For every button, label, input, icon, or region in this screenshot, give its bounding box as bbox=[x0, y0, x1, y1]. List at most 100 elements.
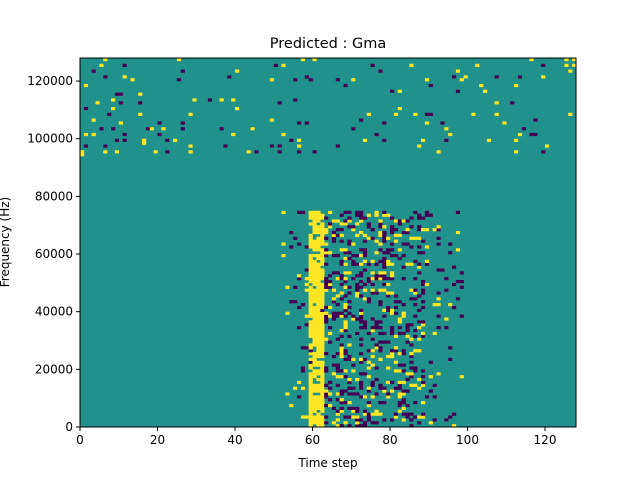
heatmap-cell bbox=[316, 320, 321, 324]
heatmap-cell bbox=[335, 314, 340, 318]
heatmap-cell bbox=[533, 132, 538, 137]
heatmap-cell bbox=[355, 421, 360, 425]
heatmap-cell bbox=[401, 219, 406, 223]
x-tick-label: 40 bbox=[227, 433, 242, 447]
heatmap-cell bbox=[324, 317, 329, 321]
heatmap-cell bbox=[180, 69, 185, 73]
heatmap-cell bbox=[343, 369, 348, 373]
heatmap-cell bbox=[320, 303, 325, 307]
heatmap-cell bbox=[324, 337, 329, 341]
heatmap-cell bbox=[343, 279, 348, 284]
heatmap-cell bbox=[393, 112, 399, 116]
heatmap-cell bbox=[308, 288, 313, 292]
heatmap-cell bbox=[409, 372, 414, 376]
heatmap-cell bbox=[436, 242, 441, 246]
heatmap-cell bbox=[378, 69, 383, 73]
heatmap-cell bbox=[355, 377, 360, 382]
heatmap-cell bbox=[393, 294, 399, 298]
heatmap-cell bbox=[370, 282, 375, 287]
heatmap-cell bbox=[421, 291, 426, 295]
heatmap-cell bbox=[409, 288, 414, 292]
heatmap-cell bbox=[417, 236, 422, 240]
heatmap-cell bbox=[359, 210, 364, 214]
heatmap-cell bbox=[308, 320, 313, 324]
heatmap-cell bbox=[355, 274, 360, 278]
heatmap-cell bbox=[390, 380, 395, 385]
heatmap-cell bbox=[421, 412, 426, 416]
heatmap-cell bbox=[312, 242, 317, 246]
heatmap-cell bbox=[351, 409, 356, 413]
heatmap-cell bbox=[343, 314, 348, 318]
heatmap-cell bbox=[436, 268, 441, 272]
heatmap-cell bbox=[393, 415, 399, 419]
heatmap-cell bbox=[343, 222, 348, 226]
heatmap-cell bbox=[320, 262, 325, 266]
heatmap-cell bbox=[413, 277, 418, 281]
heatmap-cell bbox=[374, 412, 379, 416]
heatmap-cell bbox=[417, 386, 422, 390]
heatmap-cell bbox=[347, 392, 352, 396]
heatmap-cell bbox=[339, 409, 344, 413]
heatmap-cell bbox=[324, 314, 329, 318]
heatmap-cell bbox=[397, 383, 402, 387]
heatmap-cell bbox=[312, 262, 317, 266]
heatmap-cell bbox=[347, 256, 352, 261]
heatmap-cell bbox=[316, 236, 321, 240]
heatmap-cell bbox=[355, 415, 360, 419]
heatmap-cell bbox=[370, 271, 375, 275]
heatmap-cell bbox=[320, 375, 325, 379]
heatmap-cell bbox=[180, 127, 185, 131]
heatmap-cell bbox=[339, 228, 344, 232]
heatmap-cell bbox=[452, 412, 457, 416]
heatmap-cell bbox=[386, 291, 391, 295]
heatmap-cell bbox=[316, 360, 321, 364]
x-tick-label: 100 bbox=[456, 433, 479, 447]
heatmap-cell bbox=[347, 401, 352, 405]
heatmap-cell bbox=[405, 377, 410, 382]
heatmap-cell bbox=[347, 285, 352, 289]
heatmap-cell bbox=[83, 83, 89, 88]
heatmap-cell bbox=[297, 277, 302, 281]
heatmap-cell bbox=[362, 323, 368, 327]
heatmap-cell bbox=[343, 251, 348, 255]
heatmap-cell bbox=[359, 424, 364, 428]
heatmap-cell bbox=[335, 311, 340, 315]
heatmap-cell bbox=[339, 369, 344, 373]
heatmap-cell bbox=[281, 242, 286, 246]
heatmap-cell bbox=[366, 349, 371, 353]
heatmap-cell bbox=[308, 213, 313, 217]
heatmap-cell bbox=[308, 383, 313, 387]
heatmap-cell bbox=[316, 303, 321, 307]
heatmap-cell bbox=[308, 285, 313, 289]
heatmap-cell bbox=[235, 69, 240, 73]
heatmap-cell bbox=[351, 357, 356, 361]
heatmap-cell bbox=[347, 216, 352, 220]
heatmap-cell bbox=[359, 230, 364, 235]
heatmap-dense-band bbox=[281, 210, 464, 428]
heatmap-cell bbox=[448, 346, 453, 350]
heatmap-cell bbox=[103, 75, 108, 79]
heatmap-cell bbox=[359, 383, 364, 387]
heatmap-cell bbox=[529, 132, 534, 137]
heatmap-cell bbox=[316, 328, 321, 333]
heatmap-cell bbox=[308, 386, 313, 390]
heatmap-cell bbox=[312, 343, 317, 347]
heatmap-cell bbox=[231, 98, 236, 102]
heatmap-cell bbox=[316, 216, 321, 220]
heatmap-cell bbox=[405, 389, 410, 393]
heatmap-cell bbox=[316, 265, 321, 269]
heatmap-cell bbox=[541, 63, 546, 67]
heatmap-cell bbox=[316, 291, 321, 295]
heatmap-cell bbox=[378, 219, 383, 223]
heatmap-cell bbox=[370, 421, 375, 425]
heatmap-cell bbox=[312, 421, 317, 425]
heatmap-cell bbox=[316, 343, 321, 347]
heatmap-cell bbox=[188, 144, 193, 148]
heatmap-cell bbox=[378, 349, 383, 353]
heatmap-cell bbox=[312, 213, 317, 217]
heatmap-cell bbox=[312, 389, 317, 393]
heatmap-cell bbox=[428, 375, 433, 379]
heatmap-cell bbox=[138, 92, 143, 96]
heatmap-cell bbox=[312, 415, 317, 419]
heatmap-cell bbox=[83, 144, 89, 148]
